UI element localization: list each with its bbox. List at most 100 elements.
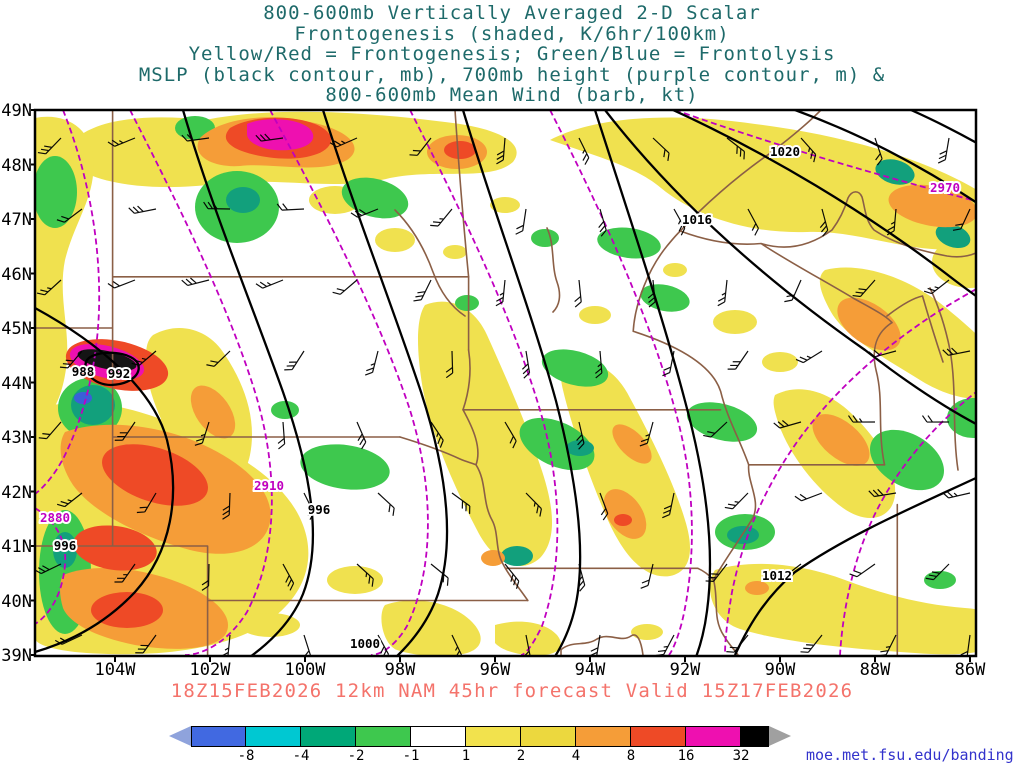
contour-label: 2910 [254,478,284,493]
wind-barb [59,350,83,369]
wind-barb [350,208,379,218]
colorbar-tick-label: -8 [237,748,255,764]
wind-barb [775,563,802,578]
wind-barb [114,563,136,583]
frontogenesis-shading-layer [35,111,976,656]
wind-barb [504,421,517,449]
wind-barb [868,349,897,358]
colorbar-cell [686,726,741,747]
wind-barb [726,137,745,160]
lon-tick-label: 104W [94,660,136,680]
contour-label: 996 [308,502,331,517]
wind-barb [504,563,520,589]
colorbar-cell [301,726,356,747]
wind-barb [662,350,675,377]
wind-barb [135,634,157,654]
wind-barb [795,350,823,364]
colorbar-tick-label: -2 [347,748,365,764]
colorbar-left-arrow [169,726,191,746]
lon-tick-label: 98W [384,660,416,680]
wind-barb [578,137,590,165]
wind-barb [647,279,656,308]
wind-barb [852,279,876,298]
contour-label: 1000 [350,636,380,651]
wind-barb [114,421,136,441]
contour-label: 1020 [770,144,800,159]
wind-barb [923,279,950,295]
wind-barb [409,137,432,156]
colorbar-tick-label: 4 [571,748,581,764]
colorbar-cell [191,726,246,747]
lat-axis: 49N 48N 47N 46N 45N 44N 43N 42N 41N 40N 39N [0,101,33,666]
wind-barb [56,492,83,508]
wind-barb [800,137,817,163]
state-borders-layer [35,110,976,656]
colorbar-tick-label: -4 [292,748,310,764]
wind-barb [784,279,802,303]
map-plot: 988 992 996 996 1000 1012 1016 1020 2880 2910 2970 [31,108,978,662]
wind-barb [847,415,876,423]
wind-barb [284,350,305,371]
axis-ticks [31,109,971,662]
wind-barb [703,421,728,438]
wind-barb [515,208,527,235]
wind-barb [495,279,506,307]
colorbar-cell [356,726,411,747]
colorbar-cell [411,726,466,747]
lat-tick-label: 49N [1,101,32,121]
wind-barb [276,203,305,211]
wind-barb [181,134,210,142]
wind-barb [277,421,286,450]
wind-barb [705,563,728,582]
wind-barb [574,279,582,308]
lon-tick-label: 96W [479,660,511,680]
wind-barb [377,634,390,656]
wind-barb [724,492,749,510]
lat-tick-label: 44N [1,373,32,394]
river-coast-lines [394,110,976,656]
wind-barb [36,279,62,296]
colorbar-cell [521,726,576,747]
wind-barb [942,347,971,356]
contour-label: 2970 [930,180,960,195]
lat-tick-label: 40N [1,591,32,612]
wind-barb [589,634,601,656]
colorbar-cell [246,726,301,747]
wind-barb [577,563,586,592]
wind-barb [136,492,157,514]
wind-barb [747,208,759,236]
map-area: 988 992 996 996 1000 1012 1016 1020 2880 2910 2970 [27,102,984,664]
lon-tick-label: 88W [859,660,891,680]
colorbar-cell [631,726,686,747]
wind-barb [868,488,897,498]
wind-barb [107,137,136,147]
chart-title-line: 800-600mb Mean Wind (barb, kt) [325,84,699,106]
wind-barb [203,201,231,210]
wind-barb [599,492,609,521]
lat-tick-label: 43N [1,428,32,448]
wind-barb [38,421,62,440]
wind-barb [521,350,531,379]
wind-barb [717,279,728,307]
wind-barb [773,420,802,429]
wind-barb [194,421,210,446]
lon-tick-label: 102W [189,660,231,680]
wind-barb [37,137,62,155]
wind-barb [107,279,136,289]
colorbar-cells [191,726,769,747]
wind-barb [652,137,670,161]
contour-label: 992 [108,366,131,381]
lat-tick-label: 45N [1,319,32,339]
contour-labels-layer: 988 992 996 996 1000 1012 1016 1020 2880 2910 2970 [38,142,962,653]
wind-barb [800,634,823,653]
lon-tick-label: 100W [284,660,326,680]
wind-barb [673,208,686,236]
contour-label: 1016 [682,212,712,227]
wind-barb [303,492,315,520]
colorbar-tick-label: 8 [626,748,636,764]
wind-barb [56,208,83,223]
colorbar-tick-label: -1 [402,748,420,764]
footer-link[interactable]: moe.met.fsu.edu/banding [806,746,1014,764]
wind-barb [727,350,749,370]
colorbar-right-arrow [769,726,791,746]
